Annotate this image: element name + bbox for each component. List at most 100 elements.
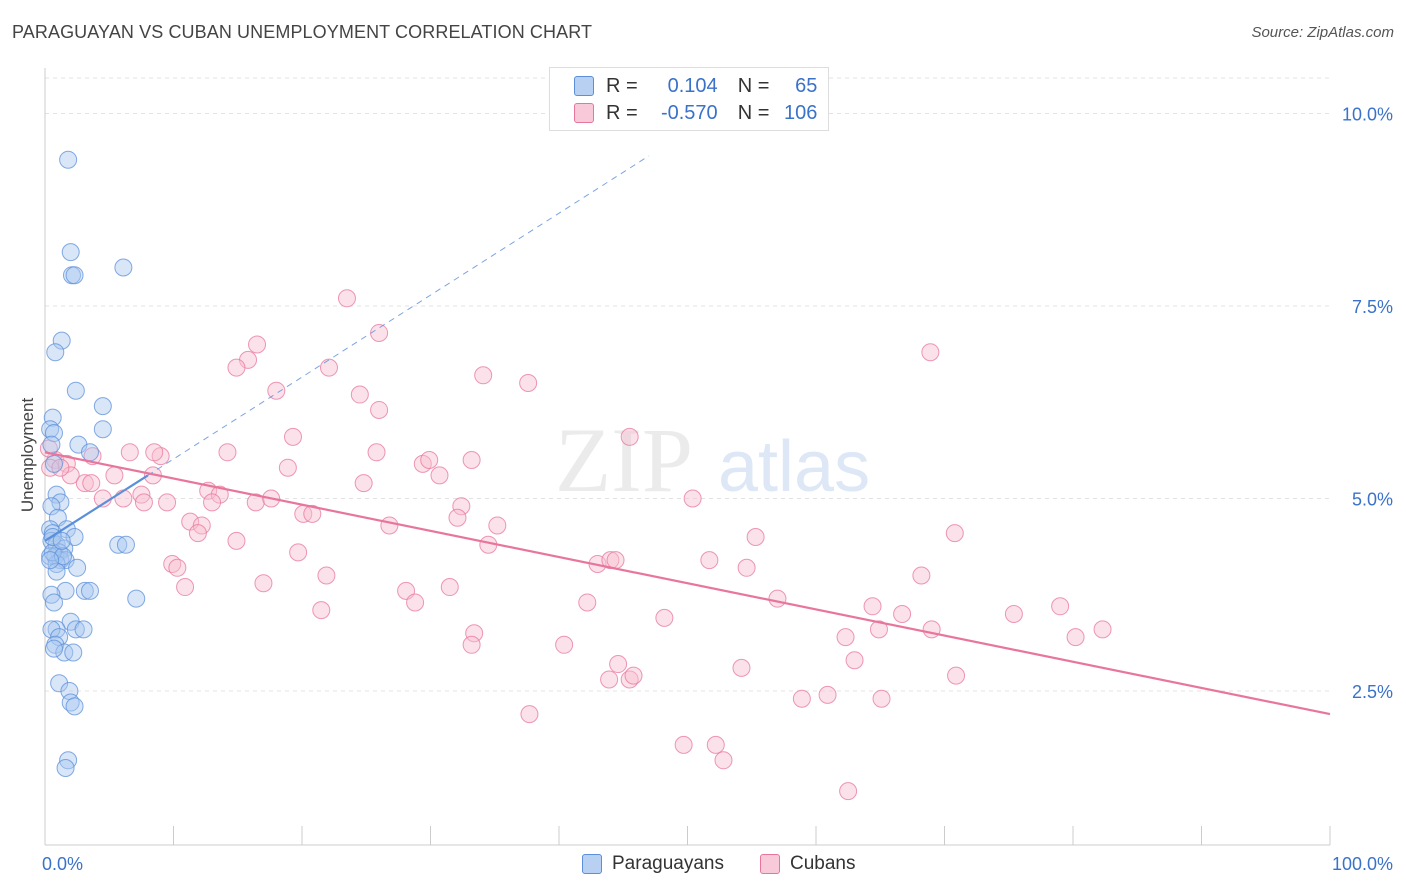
data-point <box>42 620 61 639</box>
data-point <box>947 666 966 685</box>
data-point <box>922 620 941 639</box>
trend-lines <box>44 155 1331 716</box>
data-point <box>706 735 725 754</box>
data-point <box>218 443 237 462</box>
data-point <box>210 485 229 504</box>
data-point <box>945 524 964 543</box>
legend-label-cubans: Cubans <box>789 853 856 874</box>
data-point <box>109 535 128 554</box>
data-point <box>120 443 139 462</box>
data-point <box>462 451 481 469</box>
data-point <box>839 782 858 801</box>
series-cubans-points <box>39 289 1112 801</box>
y-tick-label: 2.5% <box>1352 682 1393 702</box>
legend-r-label: R = <box>606 101 638 124</box>
data-point <box>420 451 439 469</box>
data-point <box>75 581 94 600</box>
trend-line <box>44 451 1331 716</box>
data-point <box>46 343 65 362</box>
data-point <box>700 551 719 570</box>
data-point <box>845 651 864 670</box>
data-point <box>674 735 693 754</box>
data-point <box>56 581 75 600</box>
data-point <box>65 697 84 716</box>
data-point <box>370 323 389 342</box>
data-point <box>227 531 246 550</box>
data-point <box>337 289 356 308</box>
data-point <box>158 493 177 512</box>
data-point <box>1051 597 1070 616</box>
data-point <box>519 374 538 392</box>
data-point <box>430 466 449 485</box>
legend-r-value: -0.570 <box>660 101 718 124</box>
trend-line-extension <box>147 155 650 476</box>
data-point <box>714 751 733 770</box>
watermark-atlas: atlas <box>718 427 870 507</box>
legend-swatch-cubans <box>574 103 594 123</box>
data-point <box>520 705 539 724</box>
data-point <box>284 427 303 446</box>
legend-item-paraguayans[interactable]: Paraguayans <box>582 853 724 875</box>
data-point <box>606 551 625 570</box>
data-point <box>462 635 481 654</box>
legend-swatch-paraguayans <box>574 76 594 96</box>
data-point <box>768 589 787 608</box>
data-point <box>52 331 71 350</box>
data-point <box>176 578 195 597</box>
data-point <box>93 397 112 416</box>
series-paraguayans-points <box>41 150 146 777</box>
data-point <box>41 551 60 570</box>
data-point <box>42 497 61 516</box>
data-point <box>792 689 811 708</box>
data-point <box>61 466 80 485</box>
data-point <box>746 528 765 546</box>
source-credit: Source: ZipAtlas.com <box>1251 24 1394 41</box>
legend-n-label: N = <box>737 74 770 97</box>
data-point <box>66 381 85 400</box>
data-point <box>59 150 78 169</box>
data-point <box>52 531 71 550</box>
data-point <box>105 466 124 485</box>
data-point <box>488 516 507 535</box>
legend-item-cubans[interactable]: Cubans <box>759 853 856 875</box>
trend-line <box>44 474 149 542</box>
series-legend: Paraguayans Cubans <box>582 853 891 875</box>
legend-n-label: N = <box>737 101 770 124</box>
data-point <box>836 628 855 647</box>
data-point <box>370 400 389 419</box>
data-point <box>303 504 322 523</box>
data-point <box>80 581 99 600</box>
y-tick-label: 7.5% <box>1352 297 1393 317</box>
legend-n-value: 106 <box>784 101 818 124</box>
legend-swatch-paraguayans <box>582 854 602 874</box>
data-point <box>1066 628 1085 647</box>
data-point <box>44 454 63 473</box>
data-point <box>61 243 80 262</box>
chart-title: PARAGUAYAN VS CUBAN UNEMPLOYMENT CORRELA… <box>12 22 593 42</box>
data-point <box>127 589 146 608</box>
data-point <box>267 381 286 400</box>
tick-labels: 2.5% 5.0% 7.5% 10.0% 0.0% 100.0% <box>42 105 1393 875</box>
legend-label-paraguayans: Paraguayans <box>612 853 724 874</box>
data-point <box>82 474 101 493</box>
legend-r-value: 0.104 <box>667 74 718 97</box>
legend-n-value: 65 <box>795 74 818 97</box>
data-point <box>65 266 84 285</box>
data-point <box>168 558 187 577</box>
data-point <box>317 566 336 585</box>
data-point <box>354 474 373 493</box>
watermark: ZIP atlas <box>555 409 870 511</box>
data-point <box>44 424 63 443</box>
data-point <box>912 566 931 585</box>
data-point <box>248 335 267 354</box>
data-point <box>683 489 702 508</box>
data-point <box>555 635 574 654</box>
data-point <box>350 385 369 404</box>
data-point <box>600 670 619 689</box>
data-point <box>609 655 628 674</box>
data-point <box>1004 605 1023 623</box>
data-point <box>134 493 153 512</box>
stats-legend: R = 0.104 N = 65 R = -0.570 N = 106 <box>549 67 829 131</box>
data-point <box>620 427 639 446</box>
